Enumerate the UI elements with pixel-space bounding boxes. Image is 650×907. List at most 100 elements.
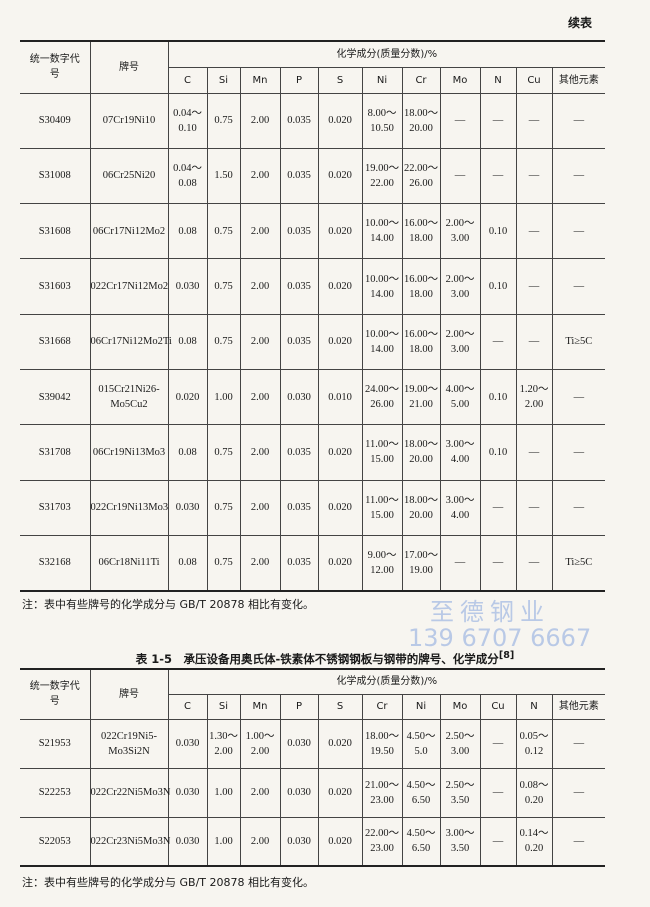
cell: 0.75 — [206, 424, 241, 481]
cell: 2.00～ 3.00 — [439, 203, 481, 260]
cell: S30409 — [20, 92, 91, 149]
cell: 2.00 — [239, 313, 281, 370]
row: S39042 015Cr21Ni26- Mo5Cu2 0.020 1.00 2.00 0.0… — [20, 368, 606, 426]
cell: 0.035 — [279, 313, 319, 370]
cell: 0.020 — [317, 203, 363, 260]
cell: 22.00～ 26.00 — [401, 147, 441, 205]
row: S31603 022Cr17Ni12Mo2 0.030 0.75 2.00 0.035 0.… — [20, 258, 606, 315]
cell-line: 17.00～ — [403, 549, 439, 561]
cell: — — [479, 718, 517, 769]
cell: S32168 — [20, 534, 91, 592]
cell-line: 23.00 — [370, 843, 394, 855]
cell-line: 16.00～ — [403, 273, 439, 285]
cell-line: 11.00～ — [365, 439, 399, 451]
header-cell: Mo — [439, 66, 481, 94]
cell-line: 24.00～ — [364, 384, 400, 396]
cell: 18.00～ 19.50 — [361, 718, 403, 769]
cell-line: 5.0 — [414, 745, 428, 757]
table: 统一数字代号 牌号 化学成分(质量分数)/% C Si Mn P S Ni Cr Mo N Cu 其他元素… — [20, 40, 606, 592]
header-cell: Cu — [515, 66, 553, 94]
cell: 1.20～ 2.00 — [515, 368, 553, 426]
table-head: 统一数字代号 牌号 化学成分(质量分数)/% C Si Mn P S Cr Ni Mo Cu N 其他元素 — [20, 668, 606, 720]
cell: — — [551, 767, 606, 818]
cell: 1.00 — [206, 767, 241, 818]
header-cell: P — [279, 693, 319, 720]
header-cell: 其他元素 — [551, 66, 606, 94]
cell-line: 26.00 — [370, 399, 394, 411]
cell: 10.00～ 14.00 — [361, 313, 403, 370]
cell: 10.00～ 14.00 — [361, 203, 403, 260]
cell-line: 22.00～ — [403, 162, 439, 174]
cell: 0.035 — [279, 92, 319, 149]
cell: 16.00～ 18.00 — [401, 203, 441, 260]
cell-line: 18.00～ — [403, 439, 439, 451]
cell-line: 4.00 — [450, 454, 470, 466]
table: 统一数字代号 牌号 化学成分(质量分数)/% C Si Mn P S Cr Ni Mo Cu N 其他元素… — [20, 668, 606, 867]
header-cell: 其他元素 — [551, 693, 606, 720]
cell: 0.020 — [317, 534, 363, 592]
cell: 07Cr19Ni10 — [89, 92, 169, 149]
table-body: S30409 07Cr19Ni10 0.04～ 0.10 0.75 2.00 0.035 0.… — [20, 92, 606, 592]
header-cell: 化学成分(质量分数)/% — [167, 40, 606, 68]
cell: 19.00～ 21.00 — [401, 368, 441, 426]
cell-line: 12.00 — [370, 564, 394, 576]
cell-line: 4.00 — [450, 509, 470, 521]
cell: 0.020 — [317, 258, 363, 315]
cell: 0.035 — [279, 147, 319, 205]
cell-line: 0.20 — [524, 794, 544, 806]
cell: — — [439, 147, 481, 205]
cell: 0.035 — [279, 258, 319, 315]
header-cell: 牌号 — [89, 40, 169, 94]
cell: 022Cr19Ni13Mo3 — [89, 479, 169, 536]
cell: 06Cr18Ni11Ti — [89, 534, 169, 592]
cell: 0.08 — [167, 203, 208, 260]
cell-line: 2.00～ — [445, 328, 475, 340]
cell: 06Cr19Ni13Mo3 — [89, 424, 169, 481]
cell-line: 18.00 — [409, 233, 433, 245]
cell-line: 20.00 — [409, 122, 433, 134]
cell-line: 4.50～ — [406, 779, 436, 791]
cell: — — [551, 368, 606, 426]
cell: 06Cr17Ni12Mo2 — [89, 203, 169, 260]
cell: 2.00 — [239, 767, 281, 818]
cell: S31708 — [20, 424, 91, 481]
cell: — — [479, 534, 517, 592]
cell: 24.00～ 26.00 — [361, 368, 403, 426]
row: S30409 07Cr19Ni10 0.04～ 0.10 0.75 2.00 0.035 0.… — [20, 92, 606, 149]
cell: 2.50～ 3.50 — [439, 767, 481, 818]
cell: — — [515, 534, 553, 592]
cell: 4.50～ 5.0 — [401, 718, 441, 769]
cell-line: 4.50～ — [406, 828, 436, 840]
cell: Ti≥5C — [551, 534, 606, 592]
cell: 3.00～ 4.00 — [439, 424, 481, 481]
cell: 4.50～ 6.50 — [401, 816, 441, 867]
cell: 1.00～ 2.00 — [239, 718, 281, 769]
cell: 0.020 — [317, 92, 363, 149]
cell: 0.020 — [167, 368, 208, 426]
cell-line: 4.00～ — [445, 384, 475, 396]
cell-line: 14.00 — [370, 233, 394, 245]
cell: S31668 — [20, 313, 91, 370]
cell: — — [479, 479, 517, 536]
cell-line: 0.10 — [178, 122, 197, 134]
cell-line: 18.00～ — [403, 494, 439, 506]
cell: 0.030 — [167, 767, 208, 818]
cell: 06Cr17Ni12Mo2Ti — [89, 313, 172, 370]
cell: — — [479, 92, 517, 149]
cell: 2.00 — [239, 479, 281, 536]
cell: 10.00～ 14.00 — [361, 258, 403, 315]
cell-line: 2.50～ — [445, 730, 475, 742]
row: S31708 06Cr19Ni13Mo3 0.08 0.75 2.00 0.035 0.02… — [20, 424, 606, 481]
cell: 0.020 — [317, 767, 363, 818]
cell-line: 3.00 — [450, 233, 470, 245]
cell-line: 15.00 — [370, 454, 394, 466]
cell: 0.75 — [206, 534, 241, 592]
cell: 0.05～ 0.12 — [515, 718, 553, 769]
cell: 0.030 — [279, 368, 319, 426]
cell: 2.00 — [239, 92, 281, 149]
header-cell: C — [168, 66, 208, 94]
header-cell: 化学成分(质量分数)/% — [167, 668, 606, 695]
cell-line: Mo3Si2N — [108, 745, 150, 757]
header-cell: 牌号 — [89, 668, 169, 720]
cell-line: 1.30～ — [209, 730, 238, 742]
